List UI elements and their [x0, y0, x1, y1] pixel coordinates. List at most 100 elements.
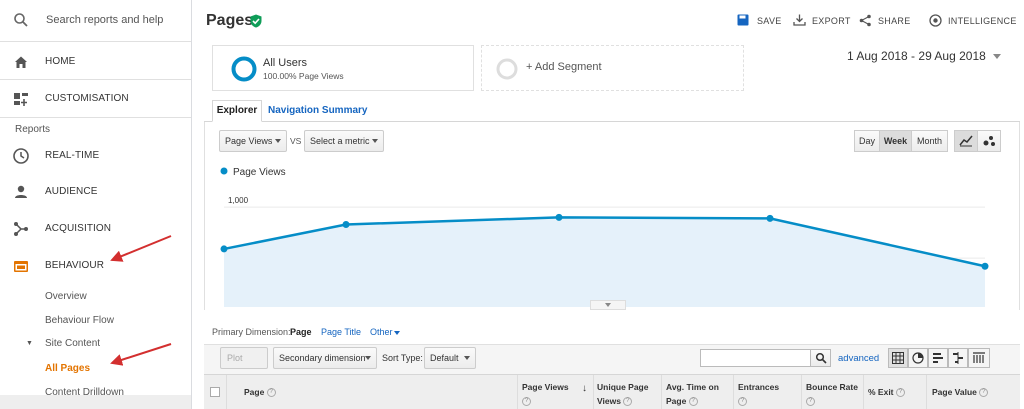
date-dropdown-caret-icon[interactable] [993, 54, 1001, 59]
tab-explorer[interactable]: Explorer [212, 100, 262, 122]
pie-chart-icon [912, 352, 924, 364]
plot-rows-button[interactable]: Plot Rows [220, 347, 268, 383]
line-chart-toggle[interactable] [954, 130, 978, 152]
metric-primary-value: Page Views [225, 136, 273, 146]
column-header-page-value[interactable]: Page Value ? [932, 385, 989, 399]
column-header-bounce-rate[interactable]: Bounce Rate? [806, 380, 866, 408]
help-icon[interactable]: ? [806, 397, 815, 407]
help-icon[interactable]: ? [979, 388, 989, 398]
table-search-button[interactable] [810, 349, 831, 367]
help-icon[interactable]: ? [738, 397, 747, 407]
motion-chart-toggle[interactable] [977, 130, 1001, 152]
sidebar-item-realtime[interactable]: REAL-TIME [0, 137, 191, 174]
chevron-down-icon [605, 303, 611, 307]
secondary-dimension-value: Secondary dimension [279, 353, 366, 363]
comparison-icon [953, 352, 963, 364]
select-all-checkbox[interactable] [210, 387, 220, 397]
view-performance-toggle[interactable] [928, 348, 948, 368]
save-button[interactable]: SAVE [737, 13, 781, 29]
sidebar-subitem-content-drilldown[interactable]: Content Drilldown [45, 387, 124, 398]
column-divider [926, 375, 927, 409]
share-icon [859, 14, 871, 27]
y-tick-label: 1,000 [228, 196, 249, 205]
sidebar-label: AUDIENCE [45, 186, 98, 197]
chart-collapse-handle[interactable] [590, 300, 626, 310]
home-icon [15, 56, 27, 68]
add-segment-card[interactable]: + Add Segment [481, 45, 744, 91]
period-day-button[interactable]: Day [854, 130, 880, 152]
sort-type-value: Default [430, 353, 459, 363]
chevron-down-icon[interactable] [394, 331, 400, 335]
sidebar: Search reports and help HOME CUSTOMISATI… [0, 0, 192, 409]
metric-select-primary[interactable]: Page Views [219, 130, 287, 152]
data-point [220, 245, 228, 253]
column-header-label: Unique Page Views [597, 382, 649, 406]
sort-descending-icon[interactable]: ↓ [582, 383, 587, 394]
sidebar-item-acquisition[interactable]: ACQUISITION [0, 210, 191, 247]
metric-select-secondary[interactable]: Select a metric [304, 130, 384, 152]
sidebar-subitem-site-content[interactable]: Site Content [45, 338, 101, 349]
advanced-filter-link[interactable]: advanced [838, 353, 880, 364]
help-icon[interactable]: ? [266, 388, 276, 398]
intelligence-button[interactable]: INTELLIGENCE [929, 13, 1016, 29]
column-divider [661, 375, 662, 409]
search-bar[interactable]: Search reports and help [0, 0, 191, 42]
segment-ring-icon [231, 56, 257, 82]
sidebar-footer [0, 395, 191, 409]
column-header-page[interactable]: Page ? [244, 385, 276, 399]
search-input[interactable]: Search reports and help [46, 14, 164, 26]
column-header-label: Bounce Rate [806, 382, 858, 392]
legend-marker [220, 167, 228, 175]
dimension-page[interactable]: Page [290, 327, 312, 337]
column-header-page-views[interactable]: Page Views? [522, 380, 582, 408]
chevron-down-icon [464, 356, 470, 360]
date-range-picker[interactable]: 1 Aug 2018 - 29 Aug 2018 [847, 49, 986, 63]
column-header-label: Entrances [738, 382, 780, 392]
dimension-other[interactable]: Other [370, 327, 393, 337]
table-search-input[interactable] [700, 349, 811, 367]
pivot-icon [973, 352, 985, 363]
sidebar-item-audience[interactable]: AUDIENCE [0, 173, 191, 210]
share-button[interactable]: SHARE [859, 13, 911, 29]
sidebar-item-customisation[interactable]: CUSTOMISATION [0, 80, 191, 117]
secondary-dimension-select[interactable]: Secondary dimension [273, 347, 377, 369]
help-icon[interactable]: ? [623, 397, 633, 407]
clock-icon [13, 148, 29, 164]
intelligence-icon [929, 14, 942, 27]
chevron-down-icon [372, 139, 378, 143]
export-button[interactable]: EXPORT [793, 13, 850, 29]
view-table-toggle[interactable] [888, 348, 908, 368]
tab-navigation-summary[interactable]: Navigation Summary [268, 105, 368, 116]
view-pie-toggle[interactable] [908, 348, 928, 368]
period-week-button[interactable]: Week [879, 130, 912, 152]
help-icon[interactable]: ? [522, 397, 531, 407]
legend-label: Page Views [233, 167, 286, 178]
column-header-avg-time-on-page[interactable]: Avg. Time on Page ? [666, 380, 726, 408]
column-divider [801, 375, 802, 409]
search-icon [14, 13, 28, 27]
view-comparison-toggle[interactable] [948, 348, 968, 368]
explorer-panel [204, 122, 1020, 310]
page-title: Pages [206, 12, 254, 29]
period-month-button[interactable]: Month [911, 130, 948, 152]
sidebar-subitem-overview[interactable]: Overview [45, 291, 87, 302]
column-header-label: Page Views [522, 382, 569, 392]
view-pivot-toggle[interactable] [968, 348, 990, 368]
column-header-unique-page-views[interactable]: Unique Page Views ? [597, 380, 657, 408]
dimension-page-title[interactable]: Page Title [321, 327, 362, 337]
column-header-entrances[interactable]: Entrances? [738, 380, 798, 408]
column-header-pct-exit[interactable]: % Exit ? [868, 385, 905, 399]
sort-type-select[interactable]: Default [424, 347, 476, 369]
chevron-down-icon [275, 139, 281, 143]
sidebar-label: CUSTOMISATION [45, 93, 129, 104]
caret-down-icon: ▼ [26, 340, 33, 347]
sidebar-subitem-all-pages[interactable]: All Pages [45, 363, 91, 374]
download-icon [793, 14, 806, 26]
help-icon[interactable]: ? [895, 388, 905, 398]
sidebar-item-home[interactable]: HOME [0, 43, 191, 80]
sidebar-item-behaviour[interactable]: BEHAVIOUR [0, 247, 191, 284]
data-point [981, 262, 989, 270]
segment-card-all-users[interactable]: All Users 100.00% Page Views [212, 45, 474, 91]
sidebar-subitem-behaviour-flow[interactable]: Behaviour Flow [45, 315, 114, 326]
help-icon[interactable]: ? [688, 397, 698, 407]
